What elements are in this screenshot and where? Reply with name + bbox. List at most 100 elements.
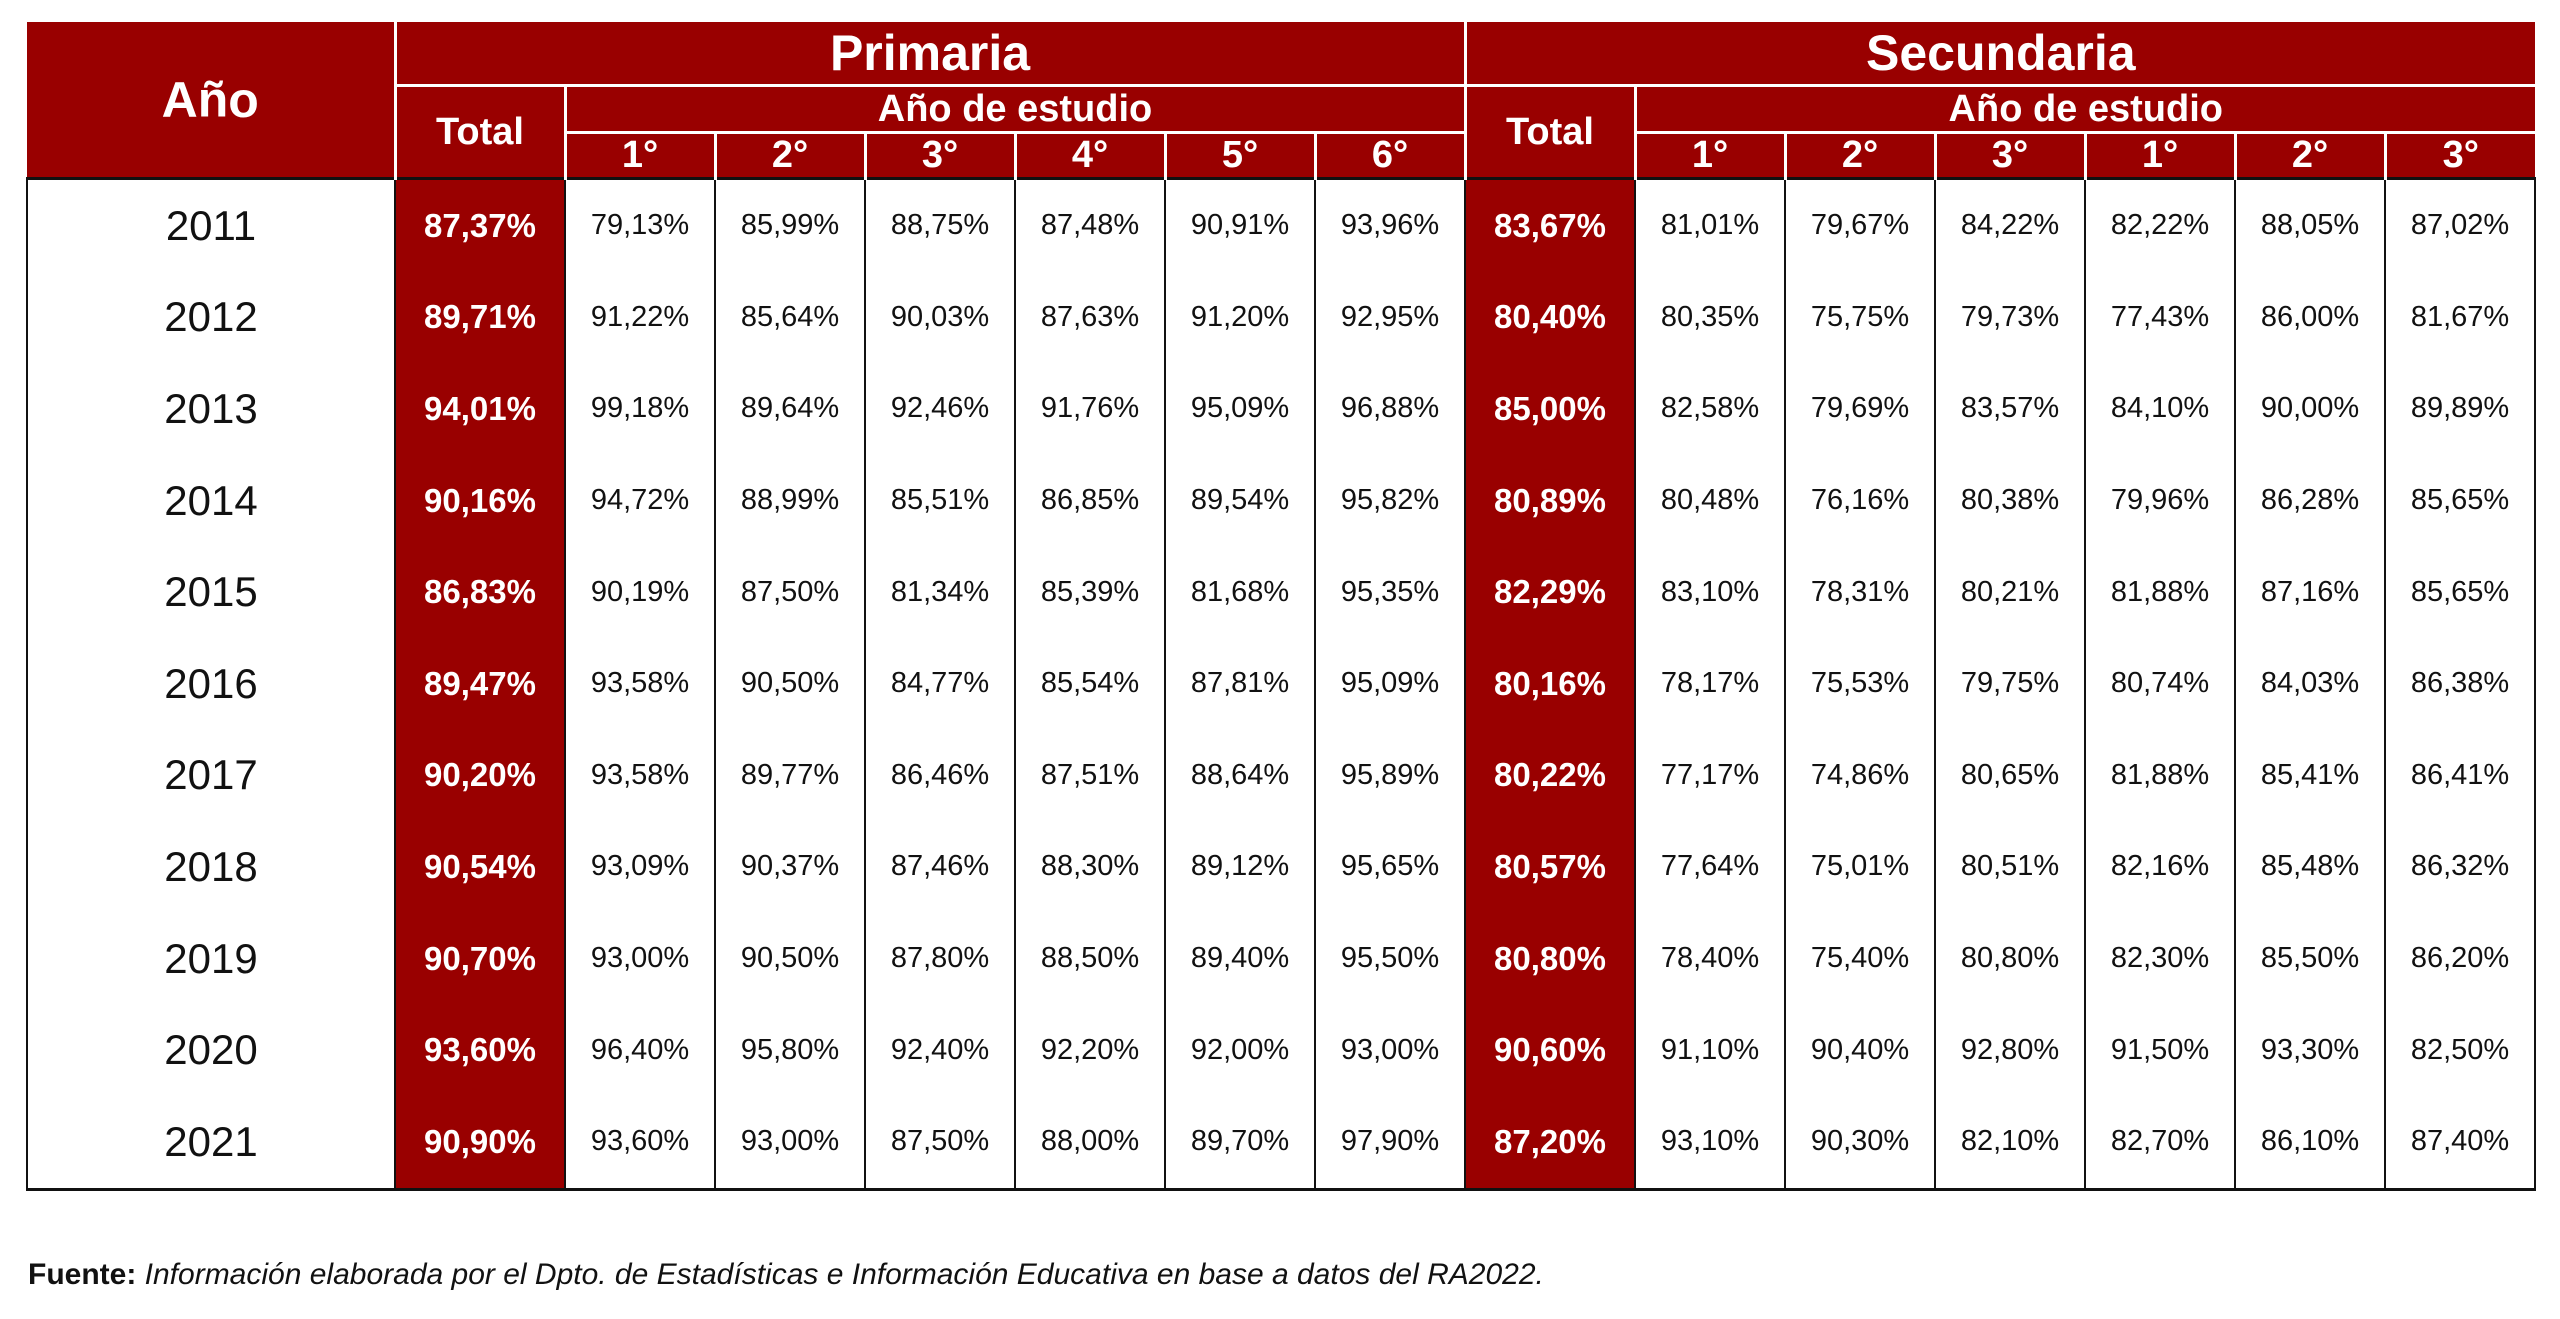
table-row: 2011 87,37% 79,13% 85,99% 88,75% 87,48% 90,91%… (26, 178, 2537, 272)
primaria-grade-cell: 99,18% (564, 363, 715, 455)
primaria-grade-cell: 92,46% (864, 363, 1015, 455)
secundaria-grade-cell: 89,89% (2384, 363, 2537, 455)
secundaria-grade-cell: 79,73% (1934, 271, 2086, 364)
secundaria-grade-cell: 90,00% (2234, 363, 2386, 455)
primaria-grade-cell: 89,64% (714, 363, 865, 455)
primaria-grade-cell: 90,37% (714, 821, 865, 913)
primaria-grade-cell: 93,00% (714, 1095, 865, 1191)
secundaria-grade-cell: 75,75% (1784, 271, 1936, 364)
secundaria-grade-cell: 83,10% (1634, 546, 1786, 638)
secundaria-grade-cell: 86,38% (2384, 637, 2537, 730)
secundaria-grade-cell: 91,10% (1634, 1004, 1786, 1096)
secundaria-grade-cell: 82,50% (2384, 1004, 2537, 1096)
secundaria-grade-cell: 86,20% (2384, 912, 2537, 1005)
primaria-grade-cell: 95,50% (1313, 912, 1466, 1005)
primaria-grade-cell: 87,63% (1014, 271, 1165, 364)
primaria-total-cell: 94,01% (394, 363, 565, 455)
year-cell: 2019 (26, 912, 395, 1005)
secundaria-grade-cell: 92,80% (1934, 1004, 2086, 1096)
secundaria-grade-cell: 87,16% (2234, 546, 2386, 638)
primaria-grade-cell: 93,60% (564, 1095, 715, 1191)
year-cell: 2015 (26, 546, 395, 638)
secundaria-grade-cell: 85,65% (2384, 454, 2537, 547)
year-cell: 2018 (26, 821, 395, 913)
primaria-grade-cell: 87,81% (1164, 637, 1315, 730)
primaria-grade-cell: 81,68% (1164, 546, 1315, 638)
primaria-grade-cell: 90,50% (714, 912, 865, 1005)
secundaria-grade-cell: 76,16% (1784, 454, 1936, 547)
primaria-grade-cell: 96,88% (1313, 363, 1466, 455)
table-row: 2013 94,01% 99,18% 89,64% 92,46% 91,76% 95,09%… (26, 363, 2537, 455)
secundaria-grade-cell: 84,22% (1934, 178, 2086, 272)
secundaria-grade-header: 3° (1935, 132, 2087, 179)
table-row: 2021 90,90% 93,60% 93,00% 87,50% 88,00% 89,70%… (26, 1095, 2537, 1191)
primaria-grade-header: 6° (1315, 132, 1467, 179)
primaria-grade-cell: 86,85% (1014, 454, 1165, 547)
primaria-anio-estudio-header: Año de estudio (565, 85, 1467, 134)
secundaria-grade-cell: 90,30% (1784, 1095, 1936, 1191)
secundaria-grade-cell: 75,40% (1784, 912, 1936, 1005)
year-header: Año (27, 22, 397, 179)
primaria-grade-cell: 89,40% (1164, 912, 1315, 1005)
primaria-grade-cell: 95,35% (1313, 546, 1466, 638)
secundaria-grade-cell: 81,88% (2084, 546, 2236, 638)
secundaria-grade-header: 2° (2235, 132, 2387, 179)
primaria-grade-cell: 93,00% (564, 912, 715, 1005)
secundaria-total-cell: 90,60% (1464, 1004, 1636, 1096)
primaria-grade-header: 1° (565, 132, 717, 179)
year-cell: 2014 (26, 454, 395, 547)
primaria-grade-cell: 95,09% (1164, 363, 1315, 455)
secundaria-total-cell: 80,57% (1464, 821, 1636, 913)
primaria-grade-cell: 86,46% (864, 729, 1015, 822)
primaria-grade-cell: 95,89% (1313, 729, 1466, 822)
secundaria-total-cell: 80,80% (1464, 912, 1636, 1005)
primaria-grade-cell: 95,80% (714, 1004, 865, 1096)
table-row: 2019 90,70% 93,00% 90,50% 87,80% 88,50% 89,40%… (26, 912, 2537, 1005)
secundaria-grade-cell: 80,65% (1934, 729, 2086, 822)
secundaria-grade-cell: 81,67% (2384, 271, 2537, 364)
secundaria-grade-header: 1° (1635, 132, 1787, 179)
year-cell: 2011 (26, 178, 395, 272)
primaria-grade-cell: 87,50% (864, 1095, 1015, 1191)
primaria-grade-cell: 88,75% (864, 178, 1015, 272)
primaria-grade-cell: 88,00% (1014, 1095, 1165, 1191)
primaria-grade-cell: 92,20% (1014, 1004, 1165, 1096)
primaria-grade-cell: 93,09% (564, 821, 715, 913)
secundaria-grade-header: 3° (2385, 132, 2536, 179)
secundaria-grade-cell: 82,16% (2084, 821, 2236, 913)
secundaria-total-cell: 83,67% (1464, 178, 1636, 272)
primaria-grade-cell: 81,34% (864, 546, 1015, 638)
primaria-grade-cell: 91,20% (1164, 271, 1315, 364)
secundaria-grade-cell: 93,10% (1634, 1095, 1786, 1191)
primaria-grade-cell: 89,12% (1164, 821, 1315, 913)
primaria-grade-cell: 79,13% (564, 178, 715, 272)
primaria-total-cell: 90,20% (394, 729, 565, 822)
primaria-grade-cell: 96,40% (564, 1004, 715, 1096)
table-row: 2016 89,47% 93,58% 90,50% 84,77% 85,54% 87,81%… (26, 637, 2537, 730)
primaria-total-cell: 90,90% (394, 1095, 565, 1191)
primaria-grade-cell: 95,65% (1313, 821, 1466, 913)
secundaria-grade-cell: 80,51% (1934, 821, 2086, 913)
secundaria-grade-cell: 86,41% (2384, 729, 2537, 822)
year-cell: 2020 (26, 1004, 395, 1096)
primaria-grade-cell: 90,91% (1164, 178, 1315, 272)
secundaria-grade-cell: 78,40% (1634, 912, 1786, 1005)
secundaria-grade-cell: 82,70% (2084, 1095, 2236, 1191)
secundaria-grade-cell: 79,67% (1784, 178, 1936, 272)
primaria-grade-cell: 89,54% (1164, 454, 1315, 547)
secundaria-grade-cell: 80,48% (1634, 454, 1786, 547)
secundaria-grade-cell: 86,10% (2234, 1095, 2386, 1191)
secundaria-grade-cell: 77,64% (1634, 821, 1786, 913)
primaria-grade-header: 4° (1015, 132, 1167, 179)
primaria-grade-cell: 87,51% (1014, 729, 1165, 822)
secundaria-total-cell: 87,20% (1464, 1095, 1636, 1191)
table-container: Año Primaria Secundaria Total Año de est… (26, 22, 2537, 1191)
primaria-total-cell: 87,37% (394, 178, 565, 272)
secundaria-grade-cell: 85,41% (2234, 729, 2386, 822)
primaria-grade-cell: 91,76% (1014, 363, 1165, 455)
primaria-grade-header: 2° (715, 132, 867, 179)
year-cell: 2016 (26, 637, 395, 730)
secundaria-grade-cell: 82,58% (1634, 363, 1786, 455)
primaria-grade-cell: 93,00% (1313, 1004, 1466, 1096)
primaria-total-cell: 93,60% (394, 1004, 565, 1096)
